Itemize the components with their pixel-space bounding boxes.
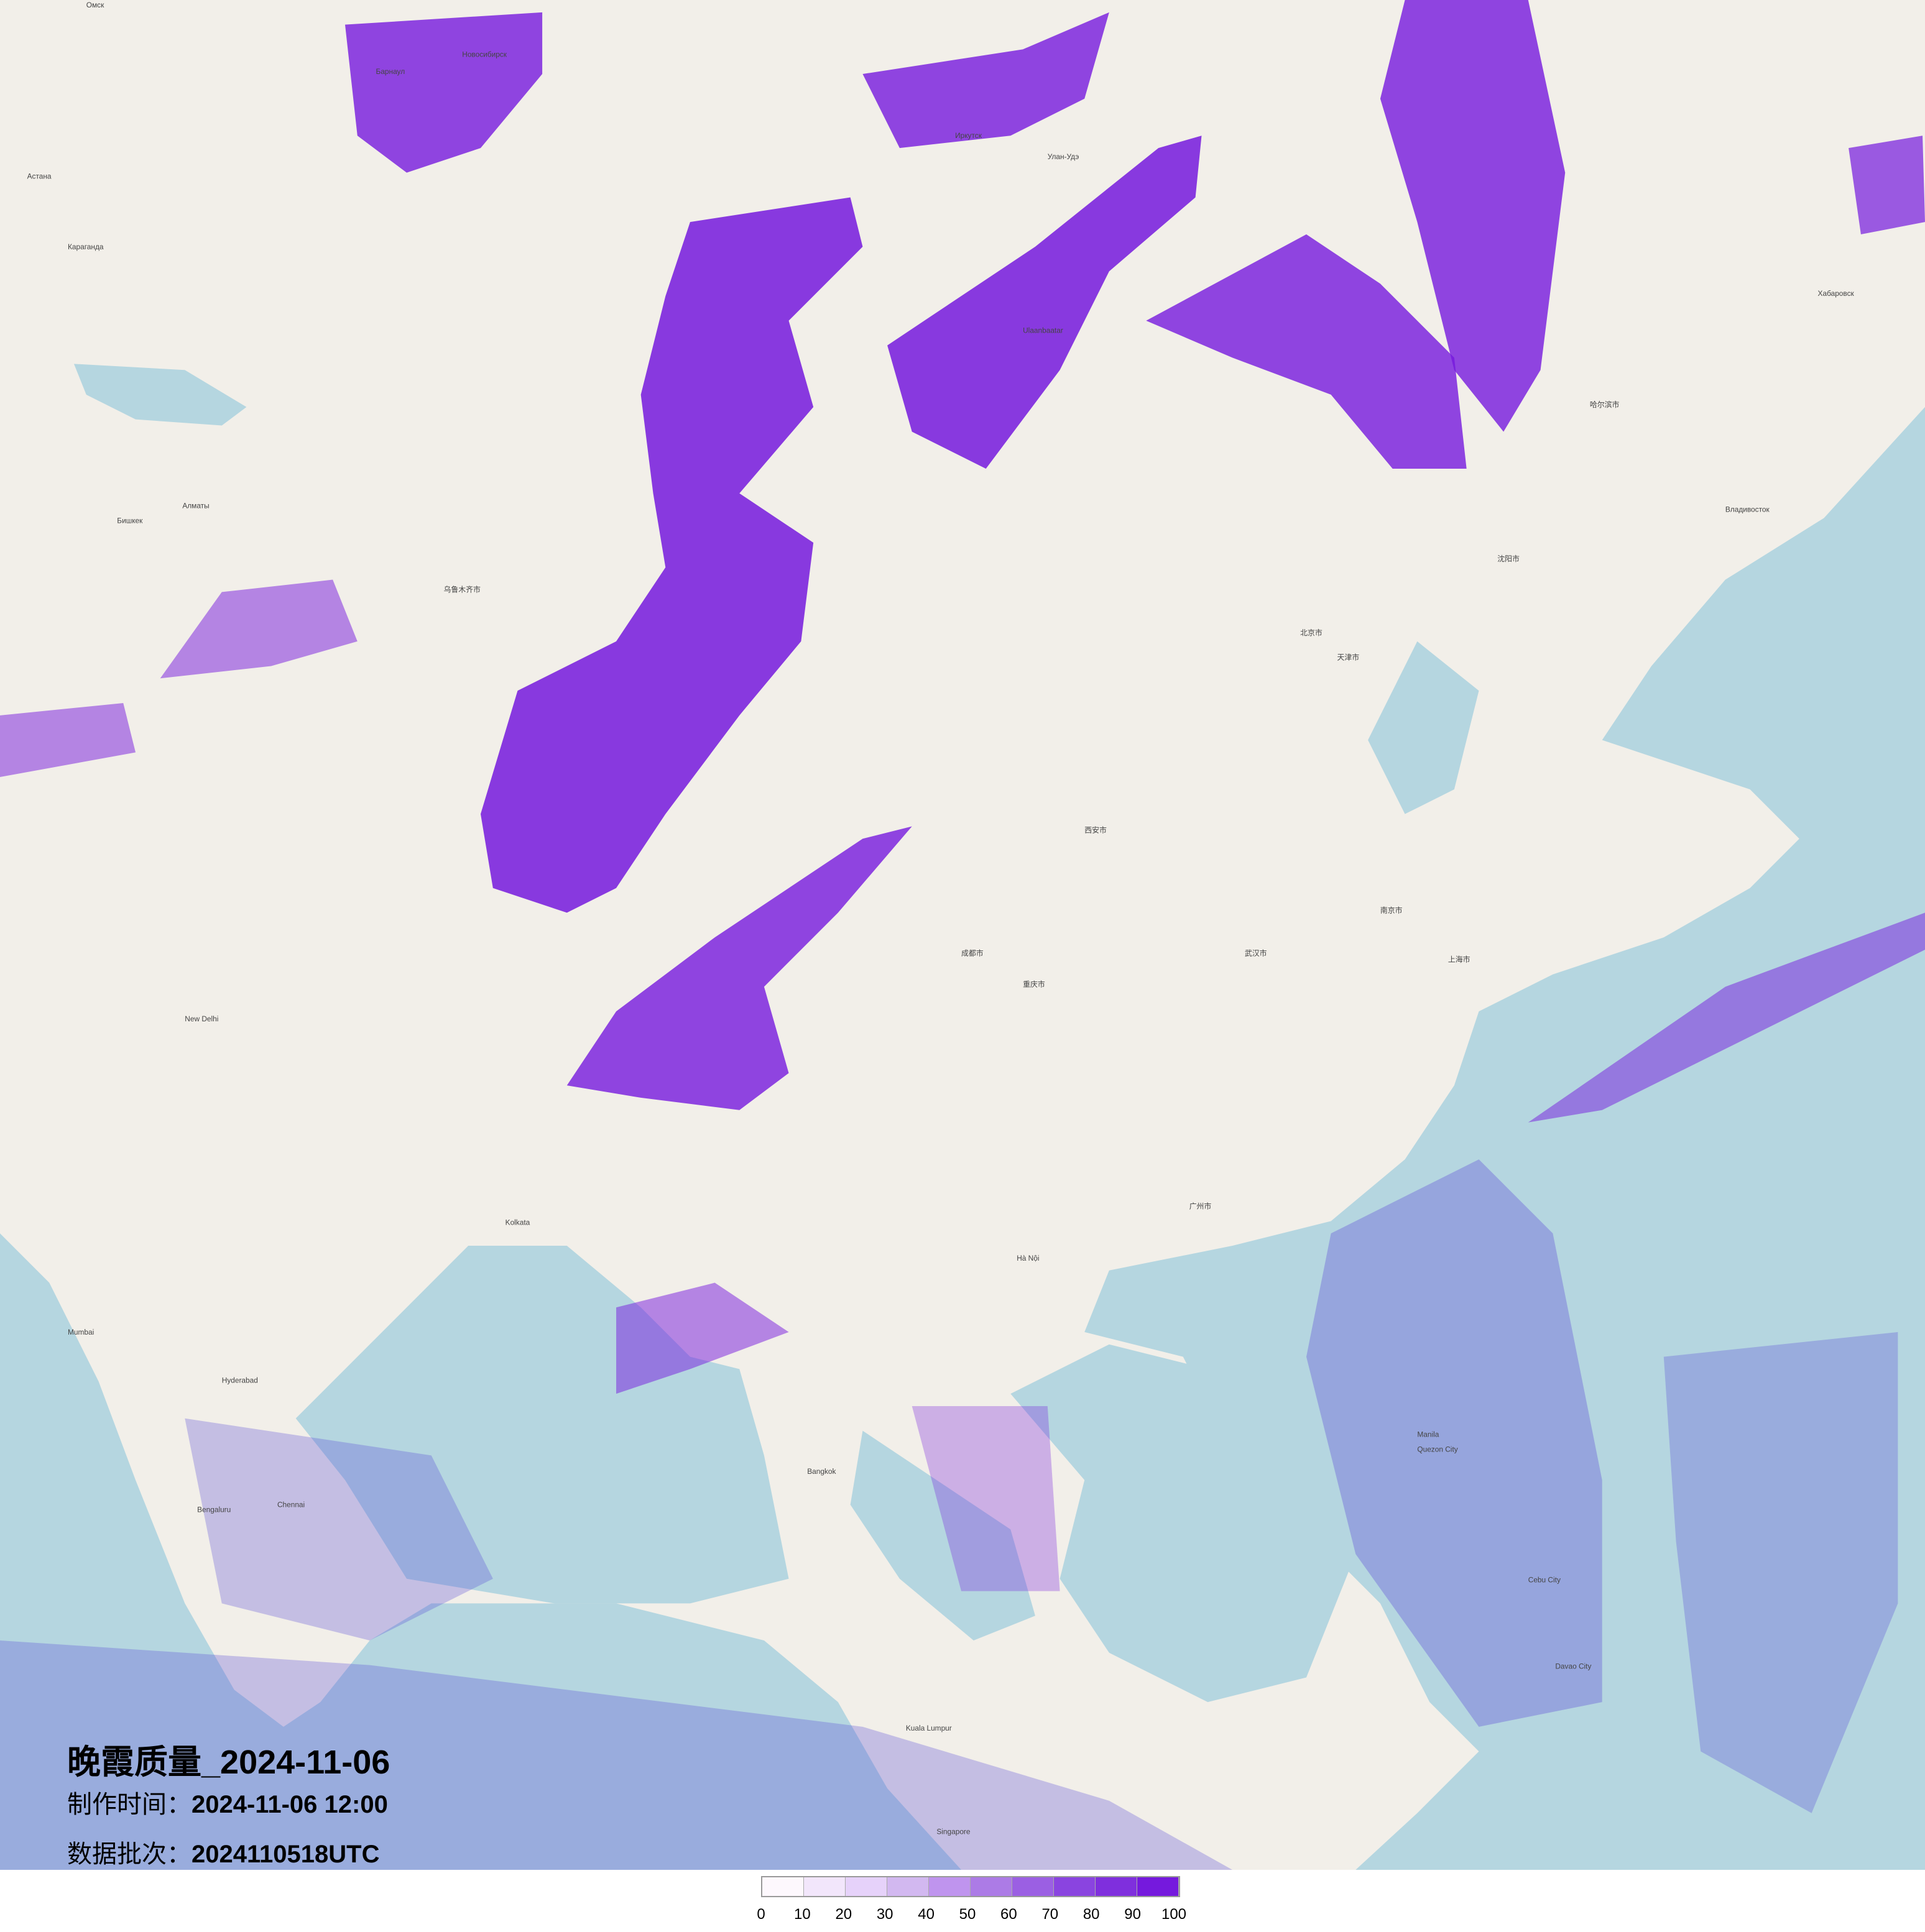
color-legend xyxy=(761,1876,1180,1897)
legend-tick-label: 0 xyxy=(757,1906,765,1923)
map-label: Kolkata xyxy=(505,1218,530,1226)
legend-swatch xyxy=(929,1877,971,1896)
map-label: Davao City xyxy=(1555,1662,1591,1671)
legend-tick-label: 40 xyxy=(918,1906,935,1923)
sea-areas xyxy=(0,364,1925,1870)
legend-tick-label: 60 xyxy=(1000,1906,1017,1923)
map-label: 广州市 xyxy=(1189,1202,1212,1210)
map-label: New Delhi xyxy=(185,1014,218,1023)
map-label: Улан-Удэ xyxy=(1048,152,1079,161)
production-time-label: 制作时间： xyxy=(67,1791,192,1818)
map-label: 南京市 xyxy=(1380,906,1403,914)
map-label: Hà Nội xyxy=(1017,1254,1039,1263)
data-batch: 数据批次：2024110518UTC xyxy=(67,1834,379,1870)
legend-swatch xyxy=(1054,1877,1096,1896)
legend-tick-label: 100 xyxy=(1161,1906,1187,1923)
legend-swatch xyxy=(846,1877,887,1896)
map-label: 成都市 xyxy=(961,949,984,958)
map-label: Bengaluru xyxy=(197,1506,231,1514)
legend-swatch xyxy=(1137,1877,1179,1896)
legend-tick-label: 30 xyxy=(876,1906,893,1923)
legend-swatch xyxy=(971,1877,1012,1896)
map-label: Manila xyxy=(1417,1430,1439,1439)
map-label: Алматы xyxy=(182,501,209,510)
legend-tick-label: 20 xyxy=(835,1906,852,1923)
map-label: 沈阳市 xyxy=(1497,554,1520,563)
legend-tick-label: 90 xyxy=(1124,1906,1141,1923)
map-label: Cebu City xyxy=(1528,1576,1561,1585)
legend-ticks: 0 10 20 30 40 50 60 70 80 90 100 xyxy=(757,1906,1186,1925)
map-label: Владивосток xyxy=(1725,505,1770,513)
legend-swatch xyxy=(1096,1877,1137,1896)
map-label: Ulaanbaatar xyxy=(1023,326,1063,335)
map-label: 北京市 xyxy=(1300,628,1323,637)
map-label: Барнаул xyxy=(376,67,405,76)
legend-tick-label: 10 xyxy=(794,1906,811,1923)
map-label: Chennai xyxy=(277,1501,305,1509)
map-label: Бишкек xyxy=(117,516,143,525)
map-label: 武汉市 xyxy=(1245,949,1267,958)
legend-swatch xyxy=(762,1877,804,1896)
map-label: 天津市 xyxy=(1337,653,1360,662)
legend-tick-label: 70 xyxy=(1041,1906,1059,1923)
map-label: Караганда xyxy=(68,242,104,251)
production-time-value: 2024-11-06 12:00 xyxy=(192,1791,388,1818)
data-batch-value: 2024110518UTC xyxy=(192,1841,380,1868)
legend-swatch xyxy=(887,1877,929,1896)
map-label: 乌鲁木齐市 xyxy=(444,585,481,594)
legend-swatch xyxy=(1012,1877,1054,1896)
data-batch-label: 数据批次： xyxy=(67,1841,192,1868)
map-label: 重庆市 xyxy=(1023,980,1045,988)
map-label: Quezon City xyxy=(1417,1445,1457,1453)
map-label: 上海市 xyxy=(1448,955,1470,964)
map-label: Hyderabad xyxy=(222,1376,258,1384)
map-label: Singapore xyxy=(936,1827,971,1836)
map-label: Омск xyxy=(86,1,104,9)
map-label: Mumbai xyxy=(68,1328,94,1336)
legend-tick-label: 50 xyxy=(959,1906,976,1923)
map-label: Bangkok xyxy=(807,1467,836,1476)
map-label: Kuala Lumpur xyxy=(906,1724,952,1732)
map-label: 哈尔滨市 xyxy=(1590,400,1620,409)
map-labels: Омск Новосибирск Барнаул Иркутск Улан-Уд… xyxy=(27,1,1855,1836)
map-label: Хабаровск xyxy=(1818,289,1855,298)
map-title: 晚霞质量_2024-11-06 xyxy=(67,1744,390,1781)
legend-swatch xyxy=(804,1877,846,1896)
map-label: Иркутск xyxy=(955,131,982,140)
legend-tick-label: 80 xyxy=(1083,1906,1100,1923)
map-label: Новосибирск xyxy=(462,50,507,58)
map-label: Астана xyxy=(27,172,52,181)
weather-map[interactable]: Омск Новосибирск Барнаул Иркутск Улан-Уд… xyxy=(0,0,1925,1870)
map-label: 西安市 xyxy=(1084,826,1107,834)
production-time: 制作时间：2024-11-06 12:00 xyxy=(67,1784,388,1820)
cloud-overlay xyxy=(0,0,1925,1870)
